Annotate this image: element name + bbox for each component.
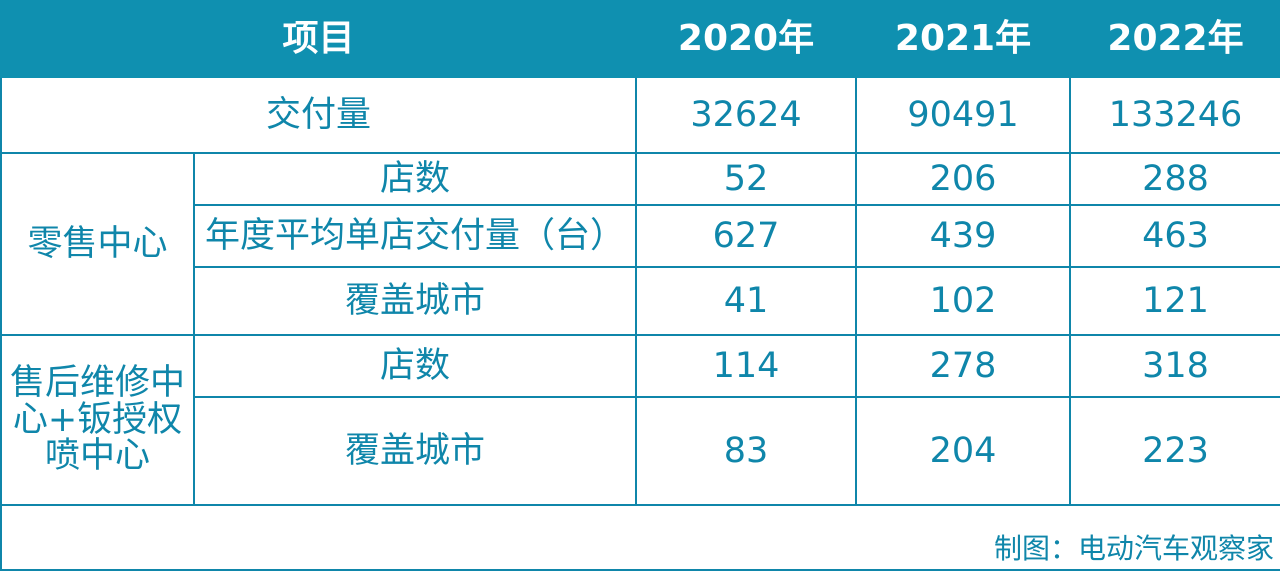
footer-credit: 制图：电动汽车观察家	[0, 504, 1280, 571]
cell-value: 223	[1069, 396, 1280, 506]
header-year-2020: 2020年	[635, 0, 858, 78]
row-label-retail-stores: 店数	[192, 152, 638, 206]
cell-value: 288	[1069, 152, 1280, 206]
row-label-service-cities: 覆盖城市	[192, 396, 638, 506]
row-label-delivery: 交付量	[0, 76, 638, 154]
table-row: 覆盖城市 83 204 223	[1, 396, 1280, 506]
header-row: 项目 2020年 2021年 2022年	[0, 0, 1280, 78]
cell-value: 41	[635, 266, 858, 336]
cell-value: 114	[635, 334, 858, 398]
cell-value: 439	[855, 204, 1072, 268]
cell-value: 102	[855, 266, 1072, 336]
row-label-service-stores: 店数	[192, 334, 638, 398]
header-year-2021: 2021年	[855, 0, 1072, 78]
cell-value: 206	[855, 152, 1072, 206]
table-row: 覆盖城市 41 102 121	[1, 266, 1280, 336]
cell-value: 318	[1069, 334, 1280, 398]
cell-value: 90491	[855, 76, 1072, 154]
header-year-2022: 2022年	[1069, 0, 1280, 78]
cell-value: 121	[1069, 266, 1280, 336]
cell-value: 204	[855, 396, 1072, 506]
cell-value: 83	[635, 396, 858, 506]
cell-value: 133246	[1069, 76, 1280, 154]
group-label-service: 售后维修中心+钣授权喷中心	[0, 334, 195, 506]
cell-value: 627	[635, 204, 858, 268]
table-row: 零售中心 店数 52 206 288	[0, 152, 1280, 336]
table-row: 售后维修中心+钣授权喷中心 店数 114 278 318	[0, 334, 1280, 506]
cell-value: 463	[1069, 204, 1280, 268]
group-label-retail: 零售中心	[0, 152, 195, 336]
cell-value: 52	[635, 152, 858, 206]
cell-value: 32624	[635, 76, 858, 154]
row-label-retail-cities: 覆盖城市	[192, 266, 638, 336]
table-row: 交付量 32624 90491 133246	[0, 76, 1280, 154]
header-item: 项目	[0, 0, 638, 78]
table-row: 年度平均单店交付量（台） 627 439 463	[1, 204, 1280, 268]
footer-row: 制图：电动汽车观察家	[0, 504, 1280, 571]
cell-value: 278	[855, 334, 1072, 398]
row-label-retail-avg: 年度平均单店交付量（台）	[192, 204, 638, 268]
